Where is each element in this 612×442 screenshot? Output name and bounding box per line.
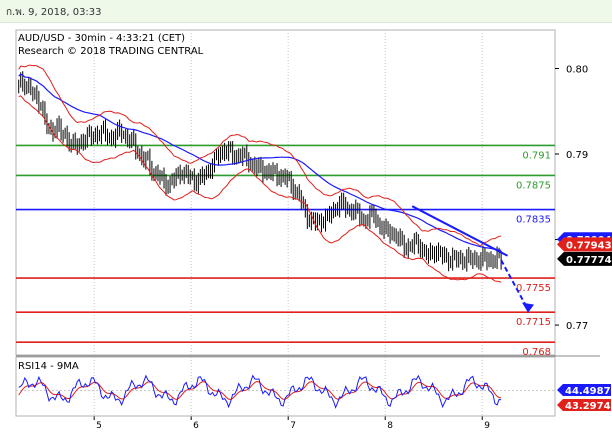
rsi-value-tag [557,384,611,396]
main-price-panel: 567890.800.790.780.770.7910.78750.78350.… [15,29,612,431]
rsi-value-tag [557,399,611,411]
trendline [411,205,509,257]
price-tag [557,251,612,266]
x-tick-label: 7 [290,421,296,431]
research-label: Research © 2018 TRADING CENTRAL [18,46,204,57]
rsi-panel-frame [15,356,556,417]
level-label: 0.7755 [516,283,551,294]
rsi-value-label: 43.2974 [565,401,611,412]
rsi-value-label: 44.4987 [565,386,611,397]
chart-title: AUD/USD - 30min - 4:33:21 (CET) [18,33,185,44]
bollinger-lower-band [18,95,502,283]
x-tick-label: 6 [193,421,199,431]
moving-average-line [18,73,502,251]
y-tick-label: 0.79 [566,150,588,161]
projection-arrow-line [500,259,529,311]
level-label: 0.7835 [516,215,551,226]
y-tick-label: 0.77 [566,321,588,332]
date-label: ก.พ. 9, 2018, 03:33 [6,7,102,18]
rsi-label: RSI14 - 9MA [18,361,79,372]
x-tick-label: 8 [387,421,393,431]
x-tick-label: 9 [484,421,490,431]
price-tag [557,237,612,252]
projection-arrowhead [522,302,535,313]
level-label: 0.768 [522,347,551,358]
level-label: 0.7875 [516,180,551,191]
rsi-line [18,374,502,409]
bollinger-upper-band [18,64,502,247]
x-tick-label: 5 [96,421,102,431]
level-label: 0.791 [522,150,551,161]
date-bar: ก.พ. 9, 2018, 03:33 [0,0,612,23]
y-tick-label: 0.80 [566,64,588,75]
main-panel-frame [15,29,556,356]
price-tag-label: 0.77943 [566,240,612,251]
price-tag-label: 0.77774 [566,255,612,266]
rsi-panel: RSI14 - 9MA 44.4987 43.2974 [15,356,611,417]
level-label: 0.7715 [516,317,551,328]
